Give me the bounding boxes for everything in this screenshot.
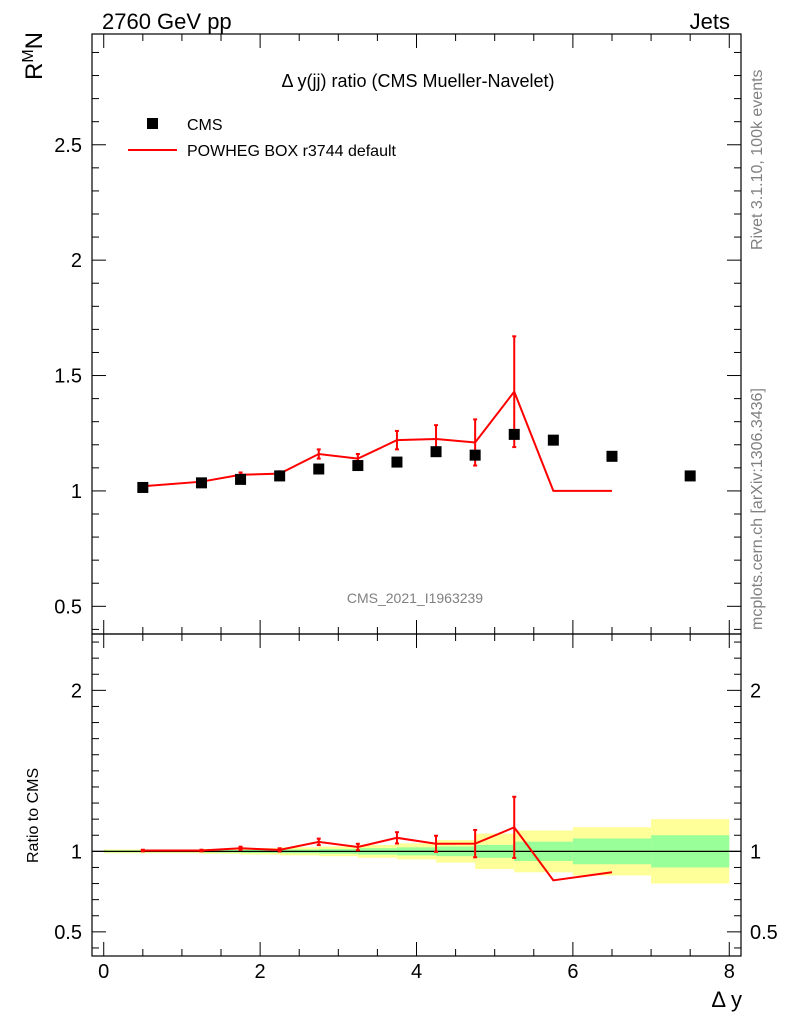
data-point-0 [137, 481, 149, 493]
ratio-tick-label-right-1: 1 [750, 841, 761, 863]
data-point-3 [274, 470, 286, 482]
y-tick-label-1: 1 [71, 481, 82, 503]
x-axis-label: Δ y [711, 987, 742, 1012]
x-tick-label-0: 0 [98, 961, 109, 983]
analysis-watermark: CMS_2021_I1963239 [347, 590, 483, 606]
ratio-axis-label: Ratio to CMS [25, 768, 42, 863]
data-point-6 [391, 456, 403, 468]
data-point-2 [235, 473, 247, 485]
svg-text:RMN: RMN [20, 32, 48, 80]
data-point-8 [469, 449, 481, 461]
x-tick-label-8: 8 [724, 961, 735, 983]
ratio-mc-line [142, 826, 613, 882]
data-point-11 [606, 450, 618, 462]
header-energy-label: 2760 GeV pp [102, 9, 232, 34]
legend-mc-label: POWHEG BOX r3744 default [187, 143, 397, 160]
data-point-1 [195, 477, 207, 489]
ratio-tick-label-right-2: 2 [750, 680, 761, 702]
legend-cms-label: CMS [187, 117, 223, 134]
x-tick-label-4: 4 [411, 961, 422, 983]
ratio-tick-label-right-0.5: 0.5 [750, 922, 778, 944]
data-point-4 [313, 463, 325, 475]
y-tick-label-2: 2 [71, 250, 82, 272]
mc-line [142, 389, 612, 492]
ratio-data-layer [140, 795, 613, 882]
y-tick-label-1.5: 1.5 [54, 366, 82, 388]
legend-cms-marker [147, 118, 158, 129]
mcplots-label: mcplots.cern.ch [arXiv:1306.3436] [749, 388, 766, 630]
rivet-label: Rivet 3.1.10, 100k events [749, 69, 766, 250]
y-tick-label-2.5: 2.5 [54, 135, 82, 157]
data-point-5 [352, 460, 364, 472]
header-group-label: Jets [690, 9, 730, 34]
y-axis-label: RMN [20, 32, 48, 80]
ratio-tick-label-left-0.5: 0.5 [54, 922, 82, 944]
x-tick-label-2: 2 [255, 961, 266, 983]
x-tick-label-6: 6 [567, 961, 578, 983]
ratio-tick-label-left-1: 1 [71, 841, 82, 863]
main-data-layer [137, 335, 696, 493]
ratio-tick-label-left-2: 2 [71, 680, 82, 702]
data-point-12 [684, 470, 696, 482]
data-point-7 [430, 446, 442, 458]
y-tick-label-0.5: 0.5 [54, 596, 82, 618]
data-point-9 [508, 428, 520, 440]
chart-title: Δ y(jj) ratio (CMS Mueller-Navelet) [281, 71, 554, 91]
data-point-10 [547, 434, 559, 446]
ratio-frame [91, 633, 742, 957]
ratio-uncertainty-bands [92, 819, 741, 884]
axes-layer: 0 2 4 6 8 0.5 1 1.5 2 2.5 0.5 0.5 1 1 2 2 [54, 33, 778, 983]
